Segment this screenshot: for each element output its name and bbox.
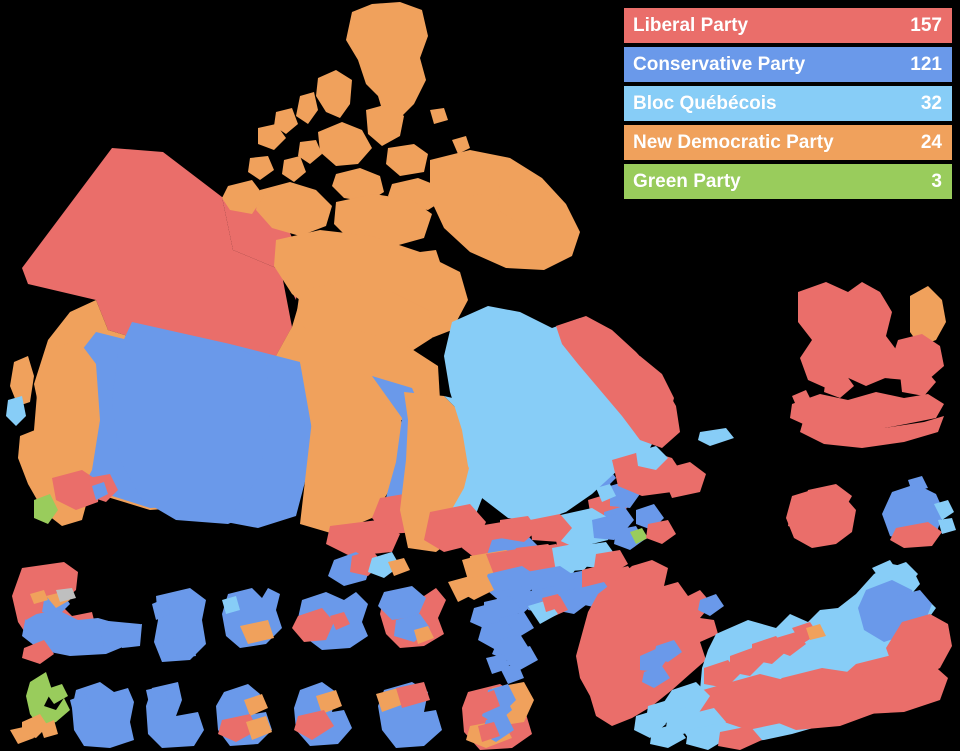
legend-party-name: Liberal Party bbox=[633, 15, 749, 36]
region-quebec[interactable] bbox=[444, 306, 734, 548]
legend-party-name: New Democratic Party bbox=[633, 132, 834, 153]
legend-row-bloc-quebecois[interactable]: Bloc Québécois 32 bbox=[624, 86, 952, 121]
inset-calgary[interactable] bbox=[152, 588, 206, 662]
legend-row-conservative[interactable]: Conservative Party 121 bbox=[624, 47, 952, 82]
region-saskatchewan[interactable] bbox=[226, 344, 312, 528]
region-alberta[interactable] bbox=[112, 322, 272, 524]
region-labrador[interactable] bbox=[880, 286, 946, 396]
legend-row-new-democratic[interactable]: New Democratic Party 24 bbox=[624, 125, 952, 160]
inset-regina[interactable] bbox=[378, 586, 446, 648]
legend-row-liberal[interactable]: Liberal Party 157 bbox=[624, 8, 952, 43]
inset-vancouver[interactable] bbox=[12, 562, 142, 664]
region-nunavut[interactable] bbox=[222, 2, 580, 436]
inset-kitchener[interactable] bbox=[294, 682, 352, 746]
region-prince-edward-island[interactable] bbox=[790, 390, 944, 448]
legend-party-name: Green Party bbox=[633, 171, 741, 192]
region-newfoundland-labrador[interactable] bbox=[798, 282, 898, 398]
inset-winnipeg[interactable] bbox=[70, 682, 134, 748]
legend-party-name: Conservative Party bbox=[633, 54, 806, 75]
inset-hamilton[interactable] bbox=[146, 682, 204, 748]
region-yukon[interactable] bbox=[22, 148, 292, 364]
inset-halifax[interactable] bbox=[328, 550, 410, 586]
legend-party-name: Bloc Québécois bbox=[633, 93, 777, 114]
inset-toronto-gta[interactable] bbox=[448, 542, 638, 684]
legend-seat-count: 3 bbox=[931, 171, 942, 192]
inset-london[interactable] bbox=[216, 684, 272, 746]
legend-seat-count: 32 bbox=[920, 93, 942, 114]
legend-row-green[interactable]: Green Party 3 bbox=[624, 164, 952, 199]
inset-saskatoon[interactable] bbox=[292, 592, 368, 650]
legend-seat-count: 157 bbox=[910, 15, 942, 36]
inset-edmonton[interactable] bbox=[222, 588, 282, 648]
inset-ottawa-gatineau[interactable] bbox=[376, 682, 442, 748]
legend-seat-count: 121 bbox=[910, 54, 942, 75]
inset-victoria[interactable] bbox=[10, 672, 70, 744]
legend-seat-count: 24 bbox=[920, 132, 942, 153]
inset-eastern-quebec[interactable] bbox=[634, 560, 952, 750]
inset-montreal[interactable] bbox=[478, 560, 724, 742]
region-new-brunswick[interactable] bbox=[786, 484, 856, 548]
region-nova-scotia[interactable] bbox=[882, 476, 956, 548]
party-seat-legend: Liberal Party 157 Conservative Party 121… bbox=[624, 8, 952, 199]
